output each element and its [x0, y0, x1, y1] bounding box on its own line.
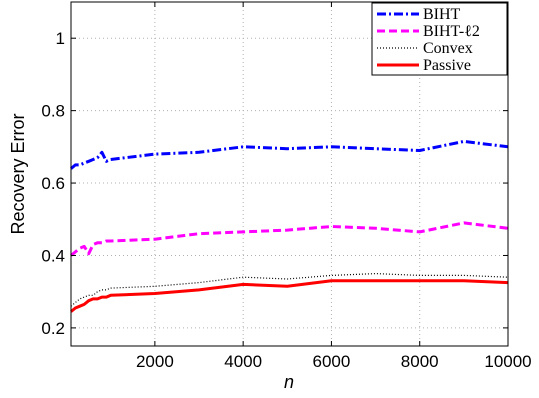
y-tick-label: 1	[56, 29, 65, 48]
y-tick-label: 0.6	[41, 174, 65, 193]
x-tick-label: 2000	[136, 352, 174, 371]
series-line-convex	[70, 273, 509, 307]
legend-label: Convex	[423, 40, 473, 57]
x-axis-label: n	[284, 372, 294, 392]
x-tick-label: 4000	[224, 352, 262, 371]
x-tick-label: 6000	[313, 352, 351, 371]
x-tick-label: 10000	[484, 352, 531, 371]
plot-frame	[70, 1, 509, 347]
legend-label: BIHT-ℓ2	[423, 23, 480, 40]
series-line-biht-2	[70, 221, 509, 257]
y-axis-label: Recovery Error	[8, 113, 28, 234]
y-tick-label: 0.8	[41, 102, 65, 121]
series-lines	[70, 139, 509, 313]
legend-label: Passive	[423, 57, 471, 74]
series-line-passive	[70, 279, 509, 313]
x-tick-label: 8000	[401, 352, 439, 371]
y-tick-label: 0.2	[41, 319, 65, 338]
ticks: 2000 4000 6000 8000 10000 0.2 0.4 0.6 0.8 1	[41, 2, 532, 371]
y-tick-label: 0.4	[41, 246, 65, 265]
legend-label: BIHT	[423, 6, 461, 23]
